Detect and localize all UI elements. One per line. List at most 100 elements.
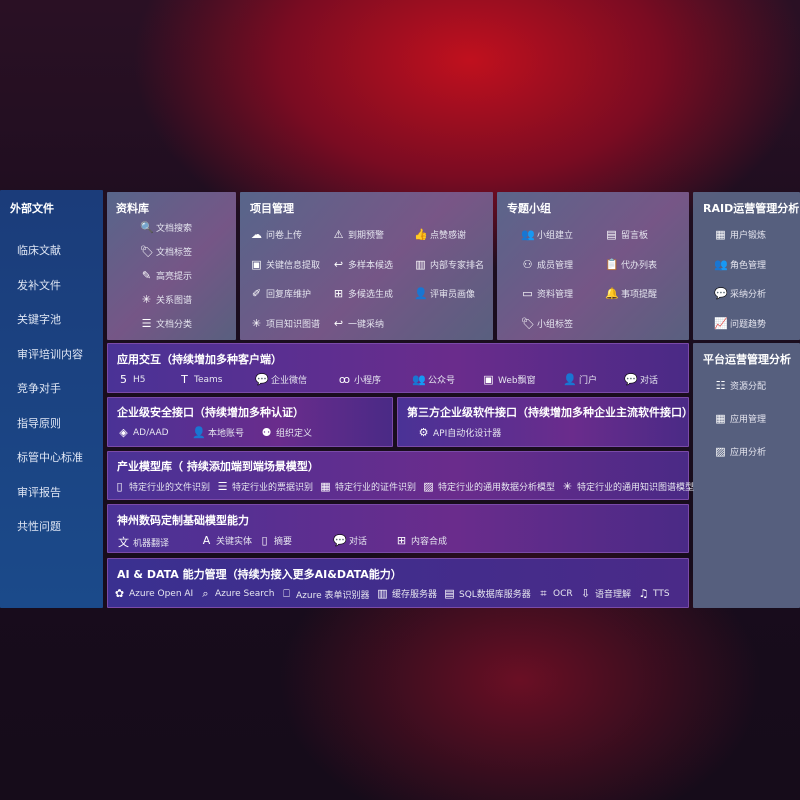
- app-item-teams[interactable]: T Teams: [178, 373, 222, 386]
- group-item-资料管理[interactable]: ▭ 资料管理: [521, 287, 573, 300]
- ai-item-语音理解[interactable]: ⇩ 语音理解: [579, 587, 631, 600]
- tag-icon: 🏷: [140, 245, 154, 258]
- item-label: 高亮提示: [156, 272, 193, 282]
- raid-item-问题趋势[interactable]: 📈 问题趋势: [714, 317, 766, 330]
- sidebar-item[interactable]: 审评报告: [17, 485, 61, 499]
- sidebar-item[interactable]: 共性问题: [17, 520, 61, 533]
- sidebar-item[interactable]: 审评培训内容: [17, 347, 83, 361]
- sidebar-item[interactable]: 发补文件: [17, 278, 61, 292]
- item-label: 特定行业的文件识别: [129, 483, 211, 493]
- item-label: 问题趋势: [730, 319, 767, 330]
- item-label: 内部专家排名: [430, 260, 485, 271]
- group-item-留言板[interactable]: ▤ 留言板: [605, 228, 648, 241]
- sidebar-item[interactable]: 标管中心标准: [17, 451, 83, 464]
- industry-item-特定行业的通用数据分析模型[interactable]: ▨ 特定行业的通用数据分析模型: [422, 480, 555, 493]
- group-item-事项提醒[interactable]: 🔔 事项提醒: [605, 287, 657, 300]
- item-label: 特定行业的通用数据分析模型: [438, 483, 556, 493]
- ai-item-ocr[interactable]: ⌗ OCR: [537, 587, 572, 601]
- base-item-机器翻译[interactable]: 文机器翻译: [117, 534, 169, 550]
- base-item-内容合成[interactable]: ⊞ 内容合成: [395, 534, 447, 547]
- tag-icon: 🏷: [521, 316, 535, 330]
- base-item-摘要[interactable]: ▯ 摘要: [258, 534, 292, 547]
- security-item-组织定义[interactable]: ⚉ 组织定义: [260, 426, 312, 439]
- app-item-对话[interactable]: 💬 对话: [624, 373, 658, 386]
- ai-title: AI & DATA 能力管理（持续为接入更多AI&DATA能力）: [117, 568, 402, 581]
- raid-item-角色管理[interactable]: 👥 角色管理: [714, 258, 766, 271]
- app-item-公众号[interactable]: 👥 公众号: [412, 373, 455, 386]
- sidebar-item[interactable]: 临床文献: [17, 244, 61, 257]
- project-item-多候选生成[interactable]: ⊞ 多候选生成: [332, 287, 393, 300]
- ai-item-缓存服务器[interactable]: ▥ 缓存服务器: [376, 587, 437, 600]
- app-item-企业微信[interactable]: 💬 企业微信: [255, 373, 307, 386]
- item-label: 关键实体: [216, 537, 253, 547]
- item-label: 资源分配: [730, 382, 767, 392]
- pen-icon: ✎: [141, 269, 152, 282]
- ai-item-azure-open-ai[interactable]: ✿ Azure Open AI: [113, 587, 193, 600]
- project-item-项目知识图谱[interactable]: ✳ 项目知识图谱: [250, 317, 320, 330]
- base-item-对话[interactable]: 💬 对话: [333, 534, 367, 547]
- industry-item-特定行业的通用知识图谱模型[interactable]: ✳ 特定行业的通用知识图谱模型: [561, 480, 694, 493]
- item-label: 文档标签: [156, 248, 193, 258]
- ai-item-tts[interactable]: ♫ TTS: [637, 587, 670, 600]
- chat-icon: 💬: [624, 373, 638, 386]
- id-card-icon: ▦: [715, 228, 726, 241]
- library-item-文档分类[interactable]: ☰ 文档分类: [140, 317, 192, 330]
- panel-group: [497, 192, 689, 340]
- raid-item-采纳分析[interactable]: 💬 采纳分析: [714, 287, 766, 300]
- platform-item-应用管理[interactable]: ▦ 应用管理: [714, 412, 766, 425]
- item-label: Teams: [194, 374, 223, 385]
- html5-icon: 5: [120, 373, 127, 386]
- item-label: 文档搜索: [156, 224, 193, 234]
- panel-project: [240, 192, 493, 340]
- group-item-小组标签[interactable]: 🏷 小组标签: [521, 317, 573, 330]
- sidebar-item[interactable]: 指导原则: [17, 416, 61, 430]
- project-item-评审员画像[interactable]: 👤 评审员画像: [414, 287, 475, 300]
- industry-item-特定行业的票据识别[interactable]: ☰ 特定行业的票据识别: [216, 480, 313, 493]
- project-item-回复库维护[interactable]: ✐ 回复库维护: [250, 287, 311, 300]
- security-item-本地账号[interactable]: 👤 本地账号: [192, 426, 244, 439]
- industry-item-特定行业的文件识别[interactable]: ▯ 特定行业的文件识别: [113, 480, 210, 493]
- library-item-文档搜索[interactable]: 🔍 文档搜索: [140, 221, 192, 234]
- app-item-web飘窗[interactable]: ▣ Web飘窗: [482, 373, 535, 386]
- item-label: 小程序: [354, 376, 382, 386]
- app-item-门户[interactable]: 👤 门户: [563, 373, 597, 386]
- item-label: 特定行业的证件识别: [335, 483, 417, 493]
- ai-item-azure-search[interactable]: ⌕ Azure Search: [199, 587, 274, 601]
- item-label: 一键采纳: [348, 319, 385, 330]
- project-item-到期预警[interactable]: ⚠ 到期预警: [332, 228, 384, 241]
- library-item-关系图谱[interactable]: ✳ 关系图谱: [140, 293, 192, 306]
- project-item-一键采纳[interactable]: ↩ 一键采纳: [332, 317, 384, 330]
- third-title: 第三方企业级软件接口（持续增加多种企业主流软件接口）: [407, 406, 693, 419]
- app-item-小程序[interactable]: ꝏ 小程序: [338, 373, 381, 386]
- app-item-h5[interactable]: 5 H5: [117, 373, 146, 386]
- user-add-icon: ⚇: [522, 257, 533, 271]
- sidebar-item[interactable]: 竞争对手: [17, 382, 61, 395]
- users-icon: 👥: [412, 373, 426, 386]
- project-item-问卷上传[interactable]: ☁ 问卷上传: [250, 228, 302, 241]
- security-item-ad/aad[interactable]: ◈ AD/AAD: [117, 426, 168, 439]
- search-icon: ⌕: [202, 587, 209, 600]
- library-item-文档标签[interactable]: 🏷 文档标签: [140, 245, 192, 258]
- base-item-关键实体[interactable]: A 关键实体: [200, 534, 252, 547]
- project-item-多样本候选[interactable]: ↩ 多样本候选: [332, 258, 393, 271]
- project-item-关键信息提取[interactable]: ▣ 关键信息提取: [250, 258, 320, 271]
- group-item-成员管理[interactable]: ⚇ 成员管理: [521, 258, 573, 271]
- item-label: 评审员画像: [430, 290, 476, 300]
- ai-item-sql数据库服务器[interactable]: ▤ SQL数据库服务器: [443, 587, 531, 600]
- form-icon: ⎕: [283, 587, 290, 600]
- panel-app: [107, 343, 689, 393]
- ai-item-azure-表单识别器[interactable]: ⎕ Azure 表单识别器: [280, 587, 369, 601]
- raid-item-用户锻炼[interactable]: ▦ 用户锻炼: [714, 228, 766, 241]
- third-item-api自动化设计器[interactable]: ⚙ API自动化设计器: [417, 426, 502, 439]
- library-item-高亮提示[interactable]: ✎ 高亮提示: [140, 269, 192, 282]
- sidebar-item[interactable]: 关键字池: [17, 313, 61, 326]
- project-item-内部专家排名[interactable]: ▥ 内部专家排名: [414, 258, 484, 271]
- group-item-代办列表[interactable]: 📋 代办列表: [605, 258, 657, 271]
- industry-item-特定行业的证件识别[interactable]: ▦ 特定行业的证件识别: [319, 480, 416, 493]
- platform-item-资源分配[interactable]: ☷ 资源分配: [714, 379, 766, 392]
- group-item-小组建立[interactable]: 👥 小组建立: [521, 228, 573, 241]
- users-icon: 👥: [714, 257, 728, 271]
- project-item-点赞感谢[interactable]: 👍 点赞感谢: [414, 228, 466, 241]
- platform-item-应用分析[interactable]: ▨ 应用分析: [714, 445, 766, 458]
- item-label: 角色管理: [730, 260, 767, 271]
